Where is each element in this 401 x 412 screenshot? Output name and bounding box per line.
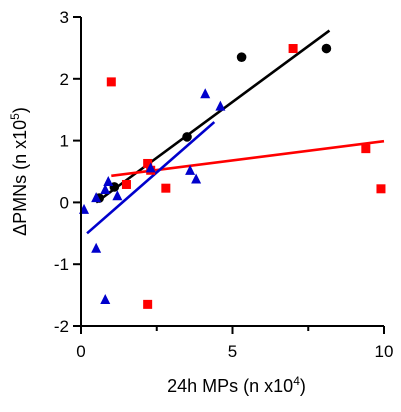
circle-series-fit-line — [95, 29, 331, 204]
square-data-point — [161, 183, 171, 193]
y-tick-label: 3 — [60, 8, 69, 27]
y-tick-label: 1 — [60, 132, 69, 151]
triangle-data-point — [91, 192, 102, 203]
axes — [80, 17, 384, 327]
circle-data-point — [182, 132, 192, 142]
y-axis-title-prefix: ΔPMNs (n x10 — [10, 120, 30, 236]
y-axis-title: ΔPMNs (n x105) — [8, 107, 30, 236]
triangle-data-point — [185, 164, 196, 175]
triangle-data-point — [112, 190, 123, 201]
triangle-data-point — [100, 184, 111, 195]
triangle-data-point — [103, 176, 114, 187]
triangle-data-point — [145, 162, 156, 173]
x-tick-label: 0 — [76, 342, 85, 361]
y-axis-title-superscript: 5 — [8, 113, 22, 120]
square-data-point — [288, 44, 298, 54]
plot-area — [79, 29, 386, 309]
square-data-point — [143, 299, 153, 309]
y-tick-label: -1 — [54, 255, 69, 274]
square-series-fit-line — [111, 139, 385, 178]
triangle-series-fit-line — [86, 121, 216, 235]
x-tick-label: 5 — [228, 342, 237, 361]
triangle-data-point — [200, 88, 211, 99]
square-data-point — [143, 158, 153, 168]
square-data-point — [361, 144, 371, 154]
ticks: -2 -1 0 1 2 3 0 5 10 — [54, 8, 394, 361]
square-data-point — [106, 77, 116, 87]
triangle-data-point — [215, 100, 226, 111]
circle-data-point — [236, 52, 247, 62]
y-axis-title-suffix: ) — [10, 107, 30, 113]
y-tick-label: 2 — [60, 70, 69, 89]
triangle-data-point — [191, 173, 202, 184]
triangle-data-point — [91, 242, 102, 253]
square-data-point — [376, 184, 386, 194]
y-tick-label: -2 — [54, 317, 69, 336]
x-axis-title: 24h MPs (n x104) — [167, 374, 306, 396]
square-data-point — [121, 179, 131, 189]
circle-data-point — [321, 43, 332, 54]
x-axis-title-suffix: ) — [300, 376, 306, 396]
x-axis-title-superscript: 4 — [293, 374, 300, 388]
x-axis-title-prefix: 24h MPs (n x10 — [167, 376, 293, 396]
triangle-data-point — [100, 294, 111, 305]
y-tick-label: 0 — [60, 193, 69, 212]
x-tick-label: 10 — [375, 342, 394, 361]
